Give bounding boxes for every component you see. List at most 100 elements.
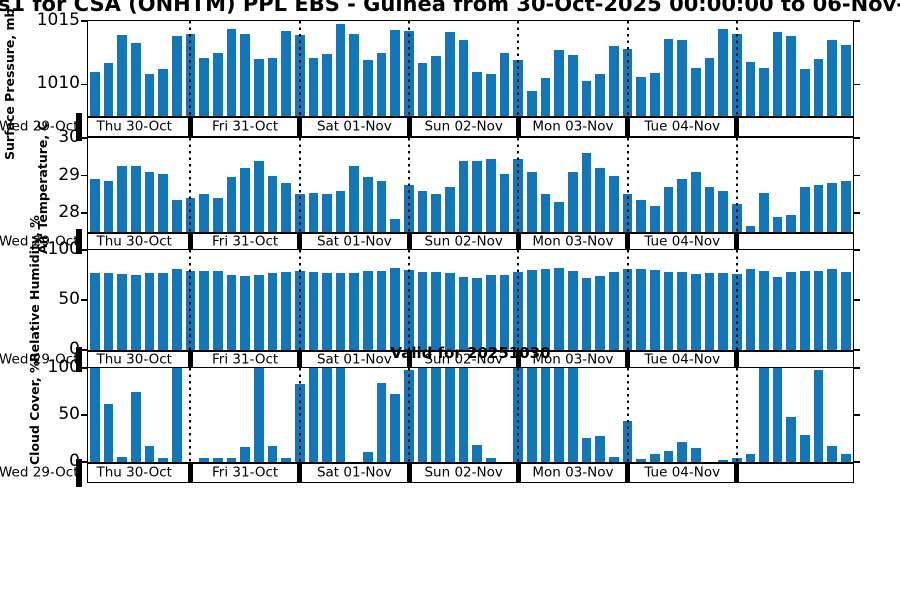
day-label: Mon 03-Nov: [532, 351, 614, 368]
bar: [690, 171, 701, 232]
bar: [253, 275, 264, 350]
y-tick-mark-left: [81, 367, 87, 369]
y-tick-mark-left: [81, 174, 87, 177]
day-boundary-line: [189, 250, 192, 350]
bar: [608, 46, 619, 116]
bar: [281, 458, 291, 462]
y-tick-mark-right: [854, 20, 860, 22]
bar: [827, 446, 838, 462]
bar: [267, 57, 278, 116]
day-boundary-line: [735, 250, 738, 350]
bar: [690, 67, 701, 116]
bar: [581, 278, 592, 350]
bar: [417, 368, 428, 462]
bar: [759, 67, 769, 116]
bar: [212, 52, 223, 116]
bar: [376, 383, 387, 462]
bar: [786, 416, 797, 462]
bar: [240, 33, 250, 116]
bar: [226, 28, 237, 116]
bar: [458, 160, 469, 232]
bar: [718, 190, 728, 232]
bar: [554, 368, 564, 462]
day-boundary-line: [626, 368, 629, 462]
y-tick-label: 29: [58, 164, 80, 185]
day-boundary-tick: [625, 464, 631, 482]
bar: [841, 272, 851, 350]
y-tick-mark-left: [81, 461, 87, 463]
bar: [527, 368, 537, 462]
bar: [567, 171, 578, 232]
day-label: Fri 31-Oct: [212, 233, 279, 250]
bar: [158, 173, 168, 232]
bar: [772, 32, 783, 116]
bar: [322, 53, 332, 116]
bar: [103, 403, 114, 462]
day-axis-strip-pressure: Thu 30-Oct Fri 31-Oct Sat 01-Nov Sun 02-Nov…: [76, 113, 854, 141]
bar: [649, 205, 660, 232]
cloud-cover-panel: [87, 367, 854, 463]
bar: [581, 153, 592, 232]
day-boundary-tick: [515, 352, 521, 367]
bars-row: [88, 21, 853, 116]
day-boundary-line: [189, 21, 192, 116]
y-tick-label: 100: [47, 239, 80, 260]
bar: [431, 56, 442, 116]
bar: [841, 454, 851, 462]
bar: [349, 166, 360, 232]
bar: [677, 442, 687, 462]
bar: [663, 450, 674, 462]
bar: [130, 166, 141, 232]
bar: [144, 171, 155, 232]
bar: [472, 278, 483, 350]
bar: [240, 446, 250, 462]
bar: [608, 175, 619, 232]
day-boundary-line: [408, 250, 411, 350]
bar: [567, 368, 578, 462]
bar: [527, 270, 537, 350]
bar: [772, 368, 783, 462]
bar: [527, 171, 537, 232]
bar: [677, 40, 687, 116]
day-boundary-line: [735, 368, 738, 462]
bar: [759, 271, 769, 350]
bar: [813, 59, 824, 116]
bar: [322, 273, 332, 350]
day-boundary-tick: [297, 464, 303, 482]
day-boundary-line: [517, 368, 520, 462]
y-tick-mark-right: [854, 249, 860, 251]
bar: [281, 183, 291, 232]
y-tick-mark-left: [81, 414, 87, 416]
y-tick-mark-right: [854, 299, 860, 301]
bar: [663, 186, 674, 232]
bar: [281, 31, 291, 116]
bar: [226, 458, 237, 462]
y-tick-mark-right: [854, 174, 860, 177]
bar: [595, 276, 605, 350]
bar: [199, 194, 209, 232]
day-boundary-tick: [734, 118, 740, 136]
day-label: Fri 31-Oct: [212, 118, 279, 135]
day-boundary-line: [408, 138, 411, 232]
bar: [445, 273, 455, 350]
day-boundary-tick: [625, 234, 631, 249]
day-boundary-tick: [297, 352, 303, 367]
bar: [363, 177, 373, 232]
bar: [663, 272, 674, 350]
y-tick-label: 0: [69, 451, 80, 472]
bar: [322, 194, 332, 232]
bar: [527, 90, 537, 116]
bar: [363, 60, 373, 116]
day-boundary-tick: [515, 118, 521, 136]
bar: [595, 74, 605, 116]
bar: [171, 368, 182, 462]
y-tick-mark-right: [854, 461, 860, 463]
air-temperature-panel: [87, 137, 854, 233]
bar: [786, 215, 797, 232]
bar: [841, 181, 851, 232]
bar: [772, 216, 783, 232]
day-label: Sun 02-Nov: [424, 351, 503, 368]
bar: [267, 446, 278, 462]
bar: [281, 272, 291, 350]
bar: [103, 181, 114, 232]
